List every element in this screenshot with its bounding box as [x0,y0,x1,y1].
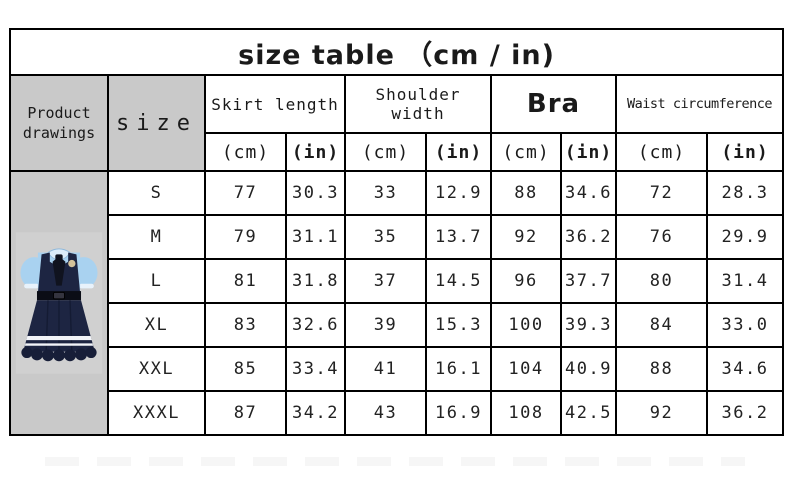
size-label: L [107,258,206,304]
cell-skirt-in: 32.6 [285,302,346,348]
cell-skirt-in: 31.8 [285,258,346,304]
cell-shoulder-cm: 35 [344,214,427,260]
cell-skirt-cm: 83 [204,302,287,348]
cell-bra-cm: 104 [490,346,562,392]
cell-waist-cm: 84 [615,302,708,348]
cell-waist-cm: 80 [615,258,708,304]
table-row-xl: XL 83 32.6 39 15.3 100 39.3 84 33.0 [10,302,785,348]
size-table-title: size table （cm / in) [8,28,785,76]
unit-waist-in: (in) [705,132,785,172]
unit-skirt-cm: (cm) [204,132,287,172]
cell-bra-in: 39.3 [560,302,617,348]
size-table: size table （cm / in) Product drawings si… [8,28,785,436]
cell-bra-in: 40.9 [560,346,617,392]
table-row-xxxl: XXXL 87 34.2 43 16.9 108 42.5 92 36.2 [10,390,785,436]
column-group-waist-circumference: Waist circumference [614,74,785,134]
product-drawings-cell [9,170,109,436]
cell-bra-cm: 88 [490,170,562,216]
product-drawings-header: Product drawings [9,74,109,172]
cell-waist-in: 29.9 [705,214,785,260]
cell-skirt-cm: 87 [204,390,287,436]
cell-shoulder-in: 16.1 [425,346,492,392]
cell-bra-cm: 108 [490,390,562,436]
cell-bra-in: 37.7 [560,258,617,304]
unit-bra-cm: (cm) [490,132,562,172]
faint-watermark-strip [45,457,745,466]
cell-shoulder-in: 16.9 [425,390,492,436]
cell-waist-cm: 88 [615,346,708,392]
unit-bra-in: (in) [560,132,617,172]
cell-skirt-cm: 81 [204,258,287,304]
size-label: M [107,214,206,260]
table-row-m: M 79 31.1 35 13.7 92 36.2 76 29.9 [10,214,785,260]
cell-bra-in: 34.6 [560,170,617,216]
cell-skirt-cm: 77 [204,170,287,216]
cell-waist-cm: 92 [615,390,708,436]
table-row-xxl: XXL 85 33.4 41 16.1 104 40.9 88 34.6 [10,346,785,392]
unit-shoulder-cm: (cm) [344,132,427,172]
cell-waist-in: 31.4 [705,258,785,304]
cell-waist-in: 36.2 [705,390,785,436]
unit-waist-cm: (cm) [615,132,708,172]
cell-waist-in: 33.0 [705,302,785,348]
unit-shoulder-in: (in) [425,132,492,172]
cell-shoulder-cm: 37 [344,258,427,304]
cell-shoulder-cm: 43 [344,390,427,436]
cell-skirt-cm: 85 [204,346,287,392]
size-label: S [107,170,206,216]
cell-skirt-in: 34.2 [285,390,346,436]
cell-shoulder-cm: 33 [344,170,427,216]
cell-waist-cm: 72 [615,170,708,216]
unit-skirt-in: (in) [285,132,346,172]
cell-shoulder-in: 12.9 [425,170,492,216]
column-group-shoulder-width: Shoulder width [344,74,492,134]
product-drawings-header-line2: drawings [22,124,96,142]
cell-waist-cm: 76 [615,214,708,260]
column-group-skirt-length: Skirt length [204,74,346,134]
product-drawings-header-line1: Product [27,103,91,122]
cell-waist-in: 28.3 [705,170,785,216]
product-dress-image [15,232,103,374]
size-label: XXXL [107,390,206,436]
table-row-s: S 77 30.3 33 12.9 88 34.6 72 28.3 [9,170,785,436]
cell-bra-in: 36.2 [560,214,617,260]
cell-waist-in: 34.6 [705,346,785,392]
cell-shoulder-in: 13.7 [425,214,492,260]
cell-bra-cm: 100 [490,302,562,348]
cell-shoulder-cm: 39 [344,302,427,348]
cell-skirt-cm: 79 [204,214,287,260]
cell-bra-cm: 92 [490,214,562,260]
cell-skirt-in: 31.1 [285,214,346,260]
cell-shoulder-cm: 41 [344,346,427,392]
cell-shoulder-in: 15.3 [425,302,492,348]
size-column-header: size [107,74,206,172]
cell-bra-cm: 96 [490,258,562,304]
column-group-bra: Bra [490,74,617,134]
cell-skirt-in: 30.3 [285,170,346,216]
size-label: XL [107,302,206,348]
cell-shoulder-in: 14.5 [425,258,492,304]
size-label: XXL [107,346,206,392]
table-row-l: L 81 31.8 37 14.5 96 37.7 80 31.4 [10,258,785,304]
cell-skirt-in: 33.4 [285,346,346,392]
cell-bra-in: 42.5 [560,390,617,436]
